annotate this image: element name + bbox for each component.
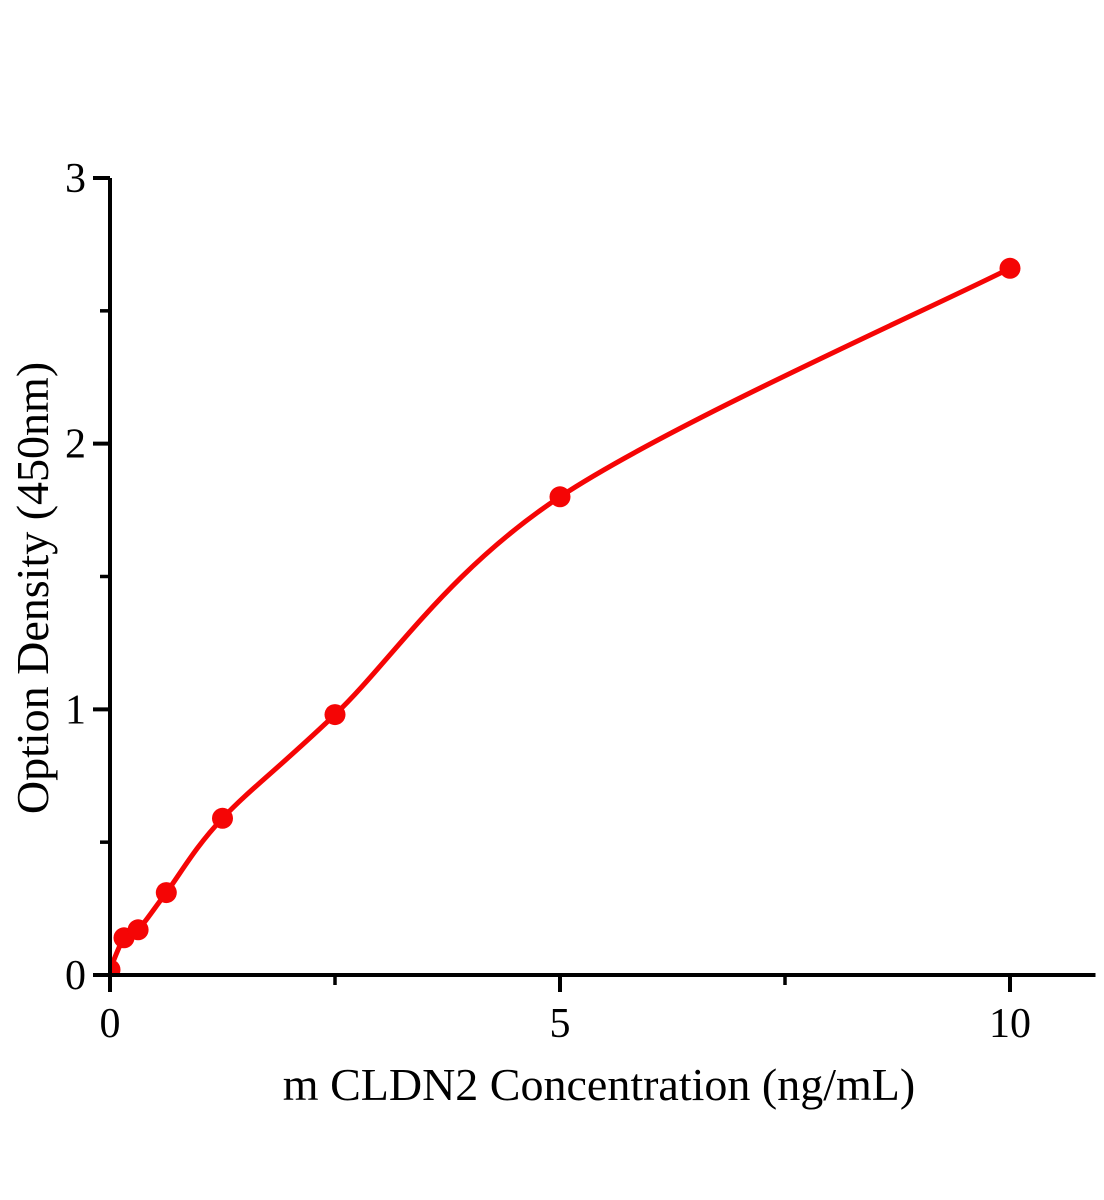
data-point [155, 882, 177, 904]
x-tick-label: 0 [100, 1001, 121, 1047]
data-point [549, 486, 571, 508]
y-tick-label: 3 [65, 156, 86, 202]
data-point [212, 807, 233, 829]
data-point [127, 919, 149, 941]
series-layer [110, 257, 1021, 975]
fit-curve [110, 266, 1012, 971]
y-tick-label: 2 [65, 422, 86, 468]
data-point [324, 704, 346, 726]
x-tick-label: 10 [989, 1001, 1031, 1047]
data-point [110, 959, 121, 975]
y-tick-label: 0 [65, 953, 86, 999]
axes-layer: 0 1 2 3 0 5 10 [65, 156, 1096, 1047]
x-axis-title: m CLDN2 Concentration (ng/mL) [283, 1059, 915, 1110]
y-axis-title: Option Density (450nm) [7, 362, 58, 814]
data-point [999, 257, 1021, 279]
y-tick-label: 1 [65, 687, 86, 733]
x-tick-label: 5 [550, 1001, 571, 1047]
